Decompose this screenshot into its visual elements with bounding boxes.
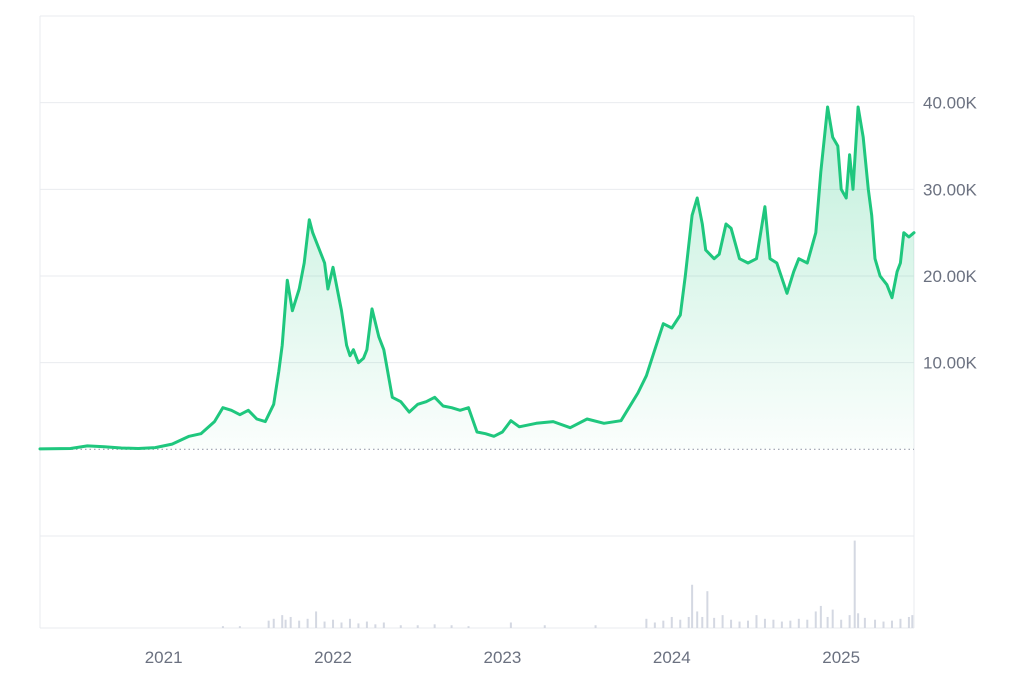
volume-bar [670,616,673,628]
volume-bar [882,621,885,628]
volume-bar [238,626,241,628]
volume-bar [509,622,512,628]
volume-bar [863,617,866,628]
volume-bar [315,611,318,628]
volume-bar [382,622,385,628]
volume-bar [730,619,733,628]
x-tick-label: 2021 [145,648,183,667]
volume-bar [433,624,436,628]
y-tick-label: 10.00K [923,354,978,373]
volume-bar [780,621,783,628]
volume-bars [221,540,914,628]
volume-bar [747,620,750,628]
volume-bar [645,618,648,628]
volume-bar [323,621,326,628]
volume-bar [679,619,682,628]
volume-bar [272,618,275,628]
volume-bar [298,620,301,628]
x-tick-label: 2023 [483,648,521,667]
volume-bar [467,626,470,628]
volume-bar [763,618,766,628]
volume-bar [284,619,287,628]
volume-bar [267,620,270,628]
volume-bar [890,620,893,628]
volume-bar [911,615,914,628]
volume-bar [797,618,800,628]
volume-bar [755,615,758,628]
volume-bar [450,625,453,628]
volume-bar [357,623,360,628]
volume-bar [874,619,877,628]
volume-bar [691,584,694,628]
y-tick-label: 20.00K [923,267,978,286]
volume-bar [721,615,724,628]
volume-bar [687,616,690,628]
x-tick-label: 2022 [314,648,352,667]
volume-bar [289,616,292,628]
y-axis-ticks: 10.00K 20.00K 30.00K 40.00K [923,94,978,373]
volume-bar [221,626,224,628]
volume-bar [365,621,368,628]
y-tick-label: 40.00K [923,94,978,113]
volume-bar [416,625,419,628]
volume-bar [594,625,597,628]
volume-bar [701,616,704,628]
volume-bar [826,616,829,628]
volume-bar [831,609,834,628]
price-series-line [38,105,916,451]
volume-bar [806,619,809,628]
volume-bar [857,613,860,628]
volume-bar [907,616,910,628]
volume-bar [340,622,343,628]
volume-bar [814,611,817,628]
price-area-fill [40,107,914,449]
volume-bar [706,591,709,628]
volume-bar [374,624,377,628]
volume-bar [899,618,902,628]
volume-bar [696,611,699,628]
volume-bar [840,619,843,628]
volume-bar [662,620,665,628]
y-tick-label: 30.00K [923,180,978,199]
x-axis-ticks: 2021 2022 2023 2024 2025 [145,648,860,667]
x-tick-label: 2024 [653,648,691,667]
volume-bar [281,615,284,628]
volume-bar [738,621,741,628]
price-area [40,107,914,449]
volume-bar [543,625,546,628]
x-tick-label: 2025 [822,648,860,667]
volume-bar [306,618,309,628]
volume-bar [399,625,402,628]
volume-bar [713,617,716,628]
volume-bar [348,618,351,628]
volume-bar [819,605,822,628]
volume-bar [789,620,792,628]
volume-bar [332,619,335,628]
volume-bar [848,615,851,628]
volume-bar [853,540,856,628]
price-line [38,105,916,451]
volume-bar [653,622,656,628]
volume-bar [772,619,775,628]
